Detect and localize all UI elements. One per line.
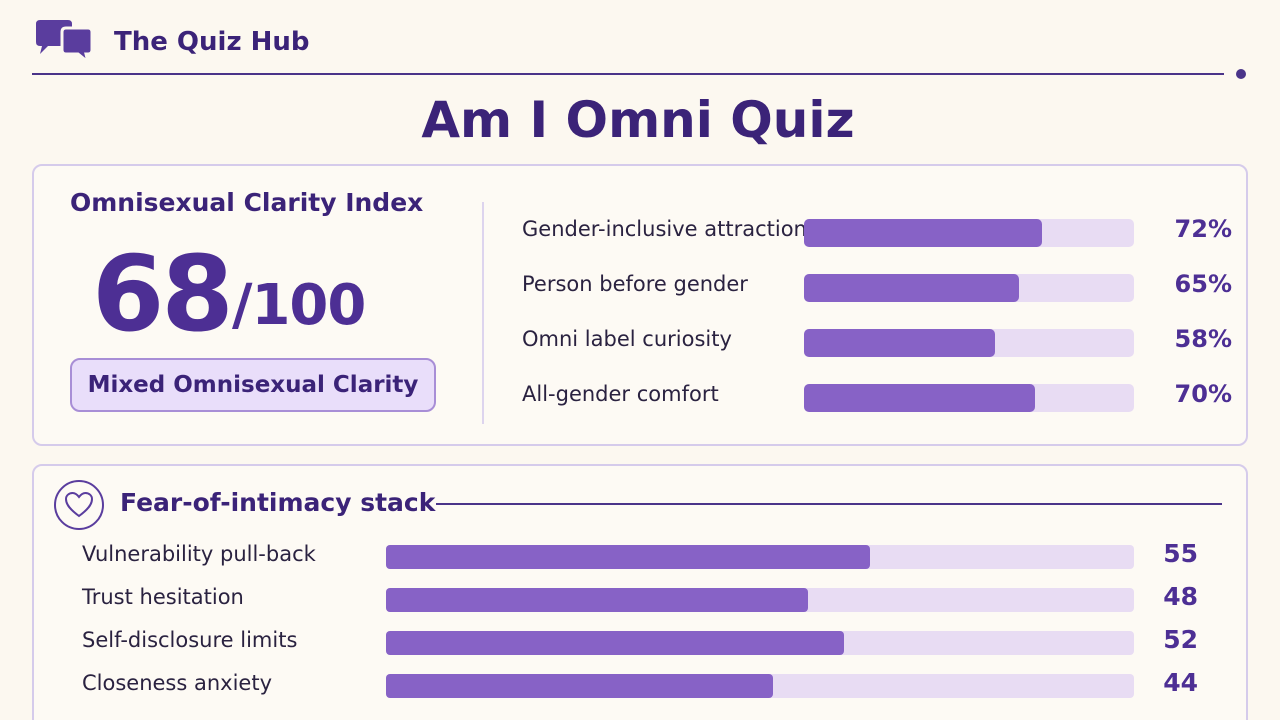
metric-row: All-gender comfort 70%: [522, 380, 1232, 414]
fear-value: 44: [1163, 668, 1198, 697]
metric-bar-track: [804, 274, 1134, 302]
fear-bar-fill: [386, 674, 774, 698]
fear-value: 55: [1163, 539, 1198, 568]
fear-label: Closeness anxiety: [82, 671, 273, 695]
fear-row: Trust hesitation 48: [82, 582, 1212, 619]
score-label: Omnisexual Clarity Index: [70, 188, 424, 217]
section-title: Fear-of-intimacy stack: [120, 488, 436, 517]
metric-bar-track: [804, 384, 1134, 412]
fear-bar-fill: [386, 545, 870, 569]
header-divider-dot: [1236, 69, 1246, 79]
metric-label: All-gender comfort: [522, 382, 719, 406]
metric-bar-fill: [804, 384, 1035, 412]
score-badge: Mixed Omnisexual Clarity: [70, 358, 436, 412]
heart-badge: [54, 480, 104, 530]
brand[interactable]: The Quiz Hub: [32, 16, 310, 68]
metric-bar-fill: [804, 219, 1042, 247]
fear-label: Self-disclosure limits: [82, 628, 298, 652]
fear-bar-track: [386, 631, 1134, 655]
header-divider: [32, 73, 1224, 75]
metric-bar-fill: [804, 274, 1019, 302]
fear-value: 48: [1163, 582, 1198, 611]
fear-row: Vulnerability pull-back 55: [82, 539, 1212, 576]
fear-panel: Fear-of-intimacy stack Vulnerability pul…: [32, 464, 1248, 720]
score-value: 68: [92, 233, 234, 355]
fear-bar-track: [386, 674, 1134, 698]
fear-bar-fill: [386, 631, 844, 655]
chat-bubbles-icon: [36, 20, 94, 66]
fear-label: Vulnerability pull-back: [82, 542, 316, 566]
fear-label: Trust hesitation: [82, 585, 244, 609]
fear-bar-track: [386, 545, 1134, 569]
fear-row: Closeness anxiety 44: [82, 668, 1212, 705]
metric-bar-track: [804, 219, 1134, 247]
metric-label: Person before gender: [522, 272, 748, 296]
fear-bar-fill: [386, 588, 809, 612]
panel-divider: [482, 202, 484, 424]
section-divider: [436, 503, 1222, 505]
fear-value: 52: [1163, 625, 1198, 654]
score-max: /100: [232, 273, 366, 338]
metric-bar-track: [804, 329, 1134, 357]
metric-percent: 72%: [1174, 215, 1232, 243]
metric-row: Gender-inclusive attraction 72%: [522, 215, 1232, 249]
metric-label: Omni label curiosity: [522, 327, 732, 351]
clarity-panel: Omnisexual Clarity Index 68 /100 Mixed O…: [32, 164, 1248, 446]
metric-bar-fill: [804, 329, 996, 357]
metric-percent: 58%: [1174, 325, 1232, 353]
metric-row: Person before gender 65%: [522, 270, 1232, 304]
fear-row: Self-disclosure limits 52: [82, 625, 1212, 662]
fear-bar-track: [386, 588, 1134, 612]
page-title: Am I Omni Quiz: [421, 91, 855, 149]
metric-percent: 65%: [1174, 270, 1232, 298]
metric-row: Omni label curiosity 58%: [522, 325, 1232, 359]
metric-label: Gender-inclusive attraction: [522, 217, 807, 241]
brand-name: The Quiz Hub: [114, 27, 310, 57]
metric-percent: 70%: [1174, 380, 1232, 408]
heart-icon: [64, 491, 94, 518]
